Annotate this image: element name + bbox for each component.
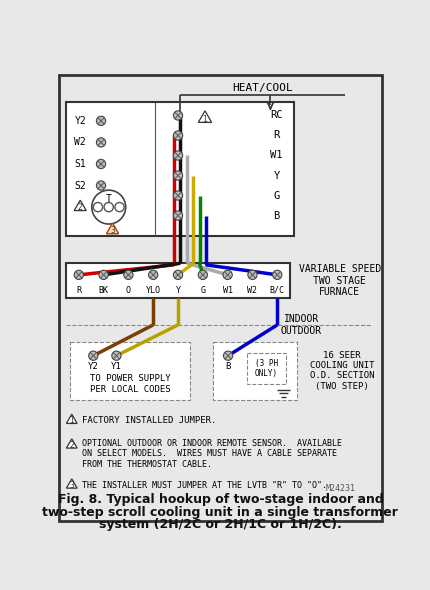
Text: W2: W2 bbox=[247, 286, 258, 295]
Text: INDOOR: INDOOR bbox=[284, 314, 319, 324]
Text: R: R bbox=[76, 286, 81, 295]
Text: Y2: Y2 bbox=[74, 116, 86, 126]
Polygon shape bbox=[198, 111, 212, 122]
Circle shape bbox=[173, 270, 183, 280]
Polygon shape bbox=[66, 439, 77, 448]
Text: OUTDOOR: OUTDOOR bbox=[281, 326, 322, 336]
Text: THE INSTALLER MUST JUMPER AT THE LVTB "R" TO "O".: THE INSTALLER MUST JUMPER AT THE LVTB "R… bbox=[82, 481, 327, 490]
Bar bbox=[70, 342, 190, 399]
Text: W1: W1 bbox=[270, 150, 283, 160]
Polygon shape bbox=[107, 223, 119, 234]
Text: Fig. 8. Typical hookup of two-stage indoor and: Fig. 8. Typical hookup of two-stage indo… bbox=[58, 493, 383, 506]
Text: S1: S1 bbox=[74, 159, 86, 169]
Circle shape bbox=[96, 159, 106, 169]
Text: W1: W1 bbox=[223, 286, 233, 295]
Circle shape bbox=[273, 270, 282, 280]
Circle shape bbox=[173, 131, 183, 140]
Text: 1: 1 bbox=[203, 115, 207, 124]
Text: B/C: B/C bbox=[270, 286, 285, 295]
Circle shape bbox=[96, 181, 106, 190]
Circle shape bbox=[173, 151, 183, 160]
Bar bbox=[247, 353, 286, 384]
Text: 2: 2 bbox=[78, 204, 83, 212]
Text: Y1: Y1 bbox=[111, 362, 122, 371]
Text: YLO: YLO bbox=[146, 286, 161, 295]
Circle shape bbox=[96, 138, 106, 147]
Text: VARIABLE SPEED
TWO STAGE
FURNACE: VARIABLE SPEED TWO STAGE FURNACE bbox=[298, 264, 381, 297]
Text: G: G bbox=[273, 191, 280, 201]
Polygon shape bbox=[74, 200, 86, 211]
Text: O: O bbox=[126, 286, 131, 295]
Polygon shape bbox=[107, 223, 119, 234]
Circle shape bbox=[112, 351, 121, 360]
Text: 3: 3 bbox=[110, 226, 115, 235]
Circle shape bbox=[198, 270, 207, 280]
Circle shape bbox=[173, 191, 183, 200]
Circle shape bbox=[124, 270, 133, 280]
Circle shape bbox=[173, 211, 183, 220]
Circle shape bbox=[173, 171, 183, 180]
Text: FACTORY INSTALLED JUMPER.: FACTORY INSTALLED JUMPER. bbox=[82, 416, 216, 425]
Text: system (2H/2C or 2H/1C or 1H/2C).: system (2H/2C or 2H/1C or 1H/2C). bbox=[99, 518, 342, 531]
Text: M24231: M24231 bbox=[325, 484, 355, 493]
Circle shape bbox=[224, 351, 233, 360]
Text: Y: Y bbox=[273, 171, 280, 181]
Text: TO POWER SUPPLY
PER LOCAL CODES: TO POWER SUPPLY PER LOCAL CODES bbox=[89, 375, 170, 394]
Text: T: T bbox=[106, 194, 112, 204]
Text: two-step scroll cooling unit in a single transformer: two-step scroll cooling unit in a single… bbox=[43, 506, 398, 519]
Text: 16 SEER
COOLING UNIT
O.D. SECTION
(TWO STEP): 16 SEER COOLING UNIT O.D. SECTION (TWO S… bbox=[310, 350, 374, 391]
Text: BK: BK bbox=[98, 286, 109, 295]
Circle shape bbox=[92, 190, 126, 224]
Polygon shape bbox=[66, 479, 77, 488]
Circle shape bbox=[173, 111, 183, 120]
Circle shape bbox=[223, 270, 232, 280]
Bar bbox=[213, 342, 298, 399]
Text: S2: S2 bbox=[74, 181, 86, 191]
Bar bbox=[66, 263, 290, 298]
Circle shape bbox=[248, 270, 257, 280]
Circle shape bbox=[99, 270, 108, 280]
Text: W2: W2 bbox=[74, 137, 86, 148]
Text: 3: 3 bbox=[69, 481, 74, 490]
Text: B: B bbox=[273, 211, 280, 221]
Polygon shape bbox=[66, 414, 77, 424]
Text: 3: 3 bbox=[110, 227, 115, 235]
Text: HEAT/COOL: HEAT/COOL bbox=[232, 83, 293, 93]
Circle shape bbox=[74, 270, 83, 280]
Circle shape bbox=[96, 116, 106, 126]
Text: OPTIONAL OUTDOOR OR INDOOR REMOTE SENSOR.  AVAILABLE
ON SELECT MODELS.  WIRES MU: OPTIONAL OUTDOOR OR INDOOR REMOTE SENSOR… bbox=[82, 439, 342, 468]
Circle shape bbox=[149, 270, 158, 280]
Text: B: B bbox=[225, 362, 231, 371]
Text: Y: Y bbox=[175, 286, 181, 295]
Text: Y2: Y2 bbox=[88, 362, 99, 371]
Text: (3 PH
ONLY): (3 PH ONLY) bbox=[255, 359, 278, 379]
Text: 1: 1 bbox=[69, 417, 74, 425]
Text: 2: 2 bbox=[69, 441, 74, 450]
Circle shape bbox=[89, 351, 98, 360]
Bar bbox=[66, 101, 294, 237]
Text: R: R bbox=[273, 130, 280, 140]
Text: RC: RC bbox=[270, 110, 283, 120]
Text: G: G bbox=[200, 286, 206, 295]
